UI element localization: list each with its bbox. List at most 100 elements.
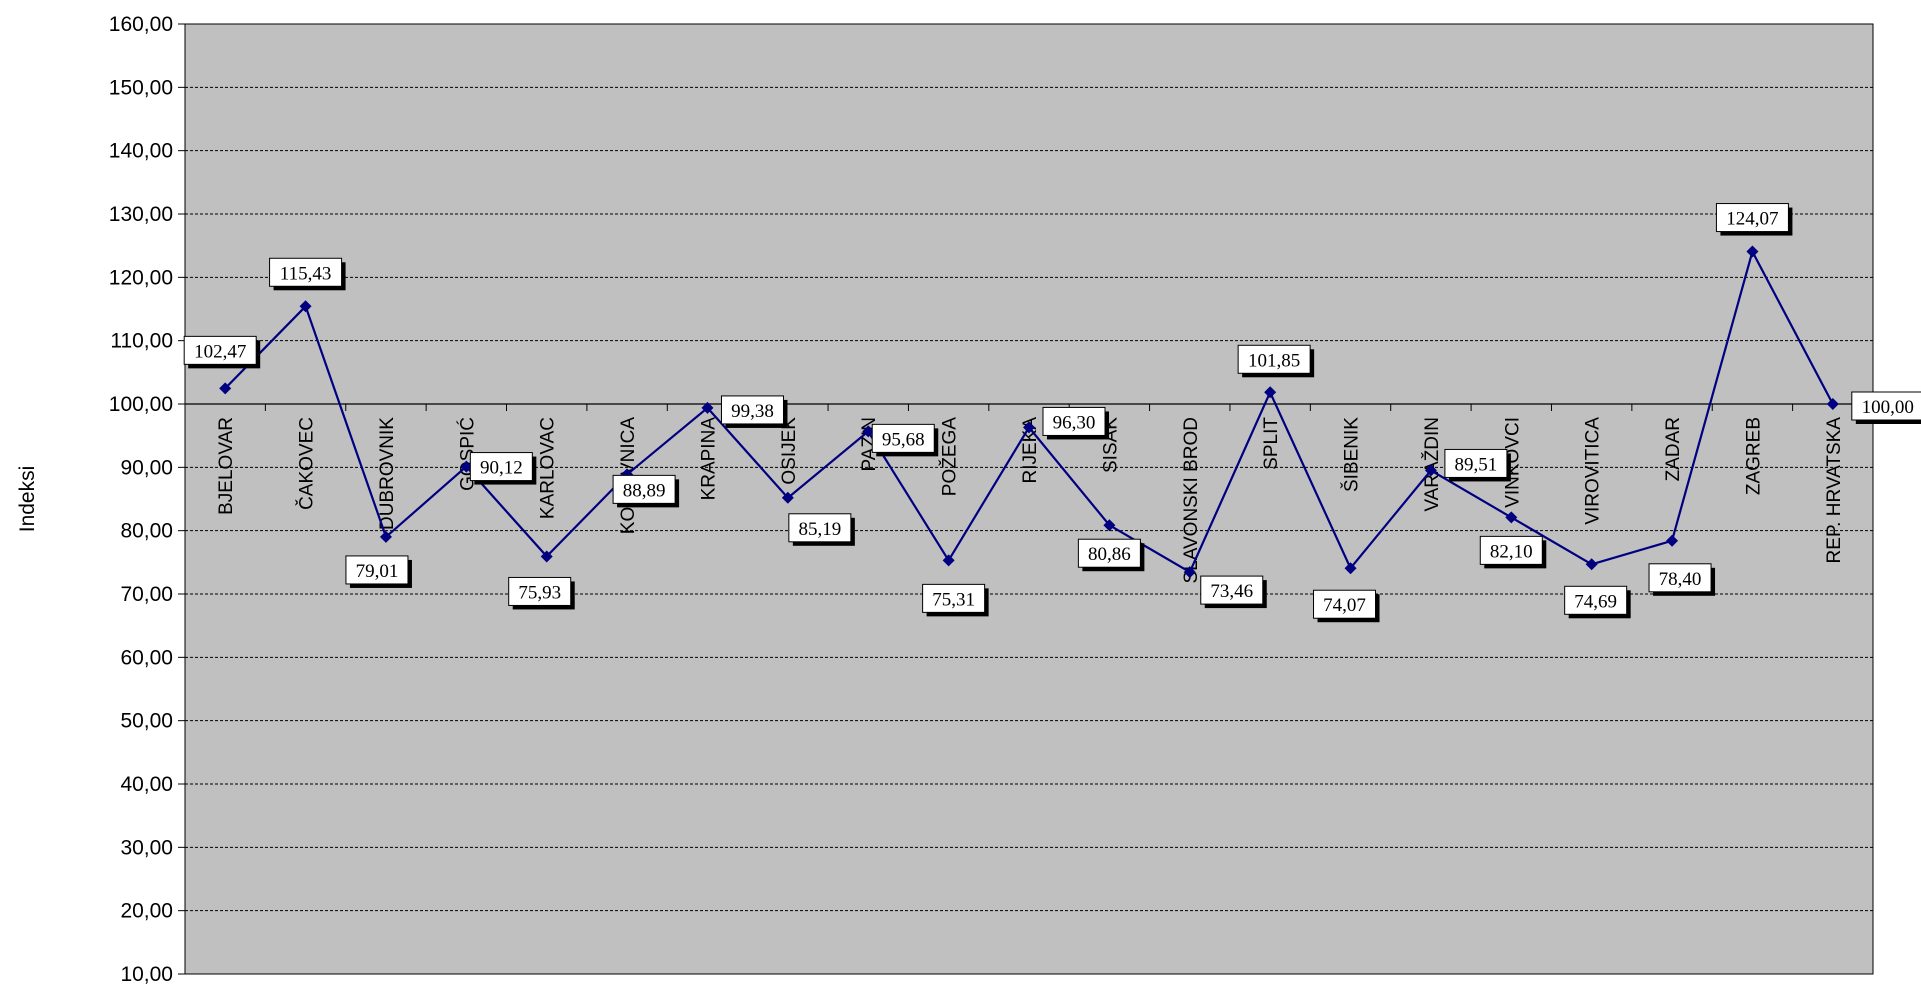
data-label-text: 85,19	[798, 519, 841, 540]
data-point	[1183, 566, 1196, 579]
data-label-text: 99,38	[731, 401, 774, 422]
data-label-box	[1564, 585, 1628, 615]
data-label-text: 115,43	[280, 263, 332, 284]
category-label: OSIJEK	[779, 417, 800, 485]
data-label: 85,19	[788, 513, 855, 546]
y-tick-label: 60,00	[120, 646, 173, 669]
data-label-text: 95,68	[882, 429, 925, 450]
data-label-text: 75,31	[932, 589, 975, 610]
data-label-box	[183, 335, 257, 365]
data-label-box	[469, 452, 533, 482]
data-label-box	[1715, 203, 1789, 233]
y-tick-label: 130,00	[109, 203, 173, 226]
data-label: 102,47	[183, 335, 261, 369]
data-label-text: 100,00	[1862, 397, 1914, 418]
y-tick-label: 10,00	[120, 963, 173, 986]
data-labels: 102,47 115,43 79,01 90,12 75,93 88,89 99,38 85,…	[183, 203, 1921, 623]
data-point	[379, 530, 392, 543]
category-label: KRAPINA	[698, 417, 719, 501]
data-label: 101,85	[1237, 344, 1315, 378]
data-label-text: 88,89	[623, 480, 666, 501]
data-label: 115,43	[269, 257, 346, 291]
data-point	[219, 382, 232, 395]
category-label: DUBROVNIK	[377, 417, 398, 530]
category-label: ZAGREB	[1743, 417, 1764, 495]
data-point	[540, 550, 553, 563]
category-label: VINKOVCI	[1502, 417, 1523, 508]
data-label-text: 75,93	[518, 582, 561, 603]
data-point	[460, 460, 473, 473]
data-point	[299, 300, 312, 313]
y-tick-label: 150,00	[109, 76, 173, 99]
y-tick-label: 50,00	[120, 710, 173, 733]
data-point	[701, 401, 714, 414]
data-label: 78,40	[1648, 563, 1716, 596]
data-label: 96,30	[1042, 406, 1109, 440]
data-label-text: 74,69	[1574, 591, 1617, 612]
data-label: 99,38	[720, 395, 788, 428]
category-label: POŽEGA	[939, 417, 961, 497]
data-label-box	[922, 583, 986, 613]
data-point	[1505, 511, 1518, 524]
data-label: 95,68	[871, 423, 939, 457]
data-label-box	[1200, 575, 1264, 605]
data-point	[942, 554, 955, 567]
data-label: 74,69	[1564, 585, 1631, 619]
category-label: ŠIBENIK	[1341, 417, 1363, 492]
data-label-box	[612, 474, 676, 504]
data-label-box	[871, 423, 935, 453]
data-label: 80,86	[1077, 538, 1145, 572]
data-label-box	[1237, 344, 1311, 374]
data-label: 79,01	[345, 555, 412, 588]
data-label-box	[1313, 589, 1377, 619]
y-tick-label: 30,00	[120, 836, 173, 859]
data-label-text: 79,01	[356, 561, 399, 582]
data-label-text: 80,86	[1088, 544, 1131, 565]
data-label: 90,12	[469, 452, 537, 485]
data-label-text: 82,10	[1490, 541, 1533, 562]
data-label-box	[1042, 406, 1106, 436]
data-point	[1344, 562, 1357, 575]
category-label: ZADAR	[1663, 417, 1684, 481]
category-label: SPLIT	[1261, 417, 1282, 470]
y-axis: 10,00 20,00 30,00 40,00 50,00 60,00 70,00 80,00…	[109, 13, 186, 986]
y-tick-label: 120,00	[109, 266, 173, 289]
data-point	[862, 425, 875, 438]
data-label: 100,00	[1851, 391, 1921, 424]
data-label-text: 78,40	[1659, 569, 1702, 590]
data-label-text: 124,07	[1726, 209, 1778, 230]
y-tick-label: 20,00	[120, 900, 173, 923]
data-label-text: 89,51	[1455, 454, 1498, 475]
category-label: VARAŽDIN	[1421, 417, 1443, 512]
data-label-text: 73,46	[1210, 581, 1253, 602]
data-point	[1424, 464, 1437, 477]
data-label: 74,07	[1313, 589, 1380, 623]
y-tick-label: 140,00	[109, 140, 173, 163]
y-tick-label: 110,00	[110, 330, 173, 353]
category-label: SLAVONSKI BROD	[1181, 417, 1202, 583]
data-label: 75,31	[922, 583, 989, 617]
y-tick-label: 100,00	[109, 393, 173, 416]
data-label-box	[345, 555, 409, 585]
data-point	[1666, 534, 1679, 547]
y-tick-label: 40,00	[120, 773, 173, 796]
data-label-box	[269, 257, 343, 287]
data-label-box	[720, 395, 784, 425]
category-label: REP. HRVATSKA	[1824, 417, 1845, 564]
category-labels: BJELOVARČAKOVECDUBROVNIKGOSPIĆKARLOVACKO…	[216, 417, 1845, 584]
data-label-text: 90,12	[480, 458, 523, 479]
data-point	[1746, 245, 1759, 258]
data-label-box	[788, 513, 852, 543]
category-label: KARLOVAC	[538, 417, 559, 519]
data-label-box	[1077, 538, 1141, 568]
plot-area	[184, 23, 1874, 975]
data-label: 73,46	[1200, 575, 1267, 609]
data-label-box	[508, 576, 572, 606]
data-point	[1264, 386, 1277, 399]
y-tick-label: 160,00	[109, 13, 173, 36]
data-point	[1023, 421, 1035, 434]
y-axis-label: Indeksi	[16, 466, 39, 533]
category-label: VIROVITICA	[1583, 417, 1604, 525]
category-label: BJELOVAR	[216, 417, 237, 515]
